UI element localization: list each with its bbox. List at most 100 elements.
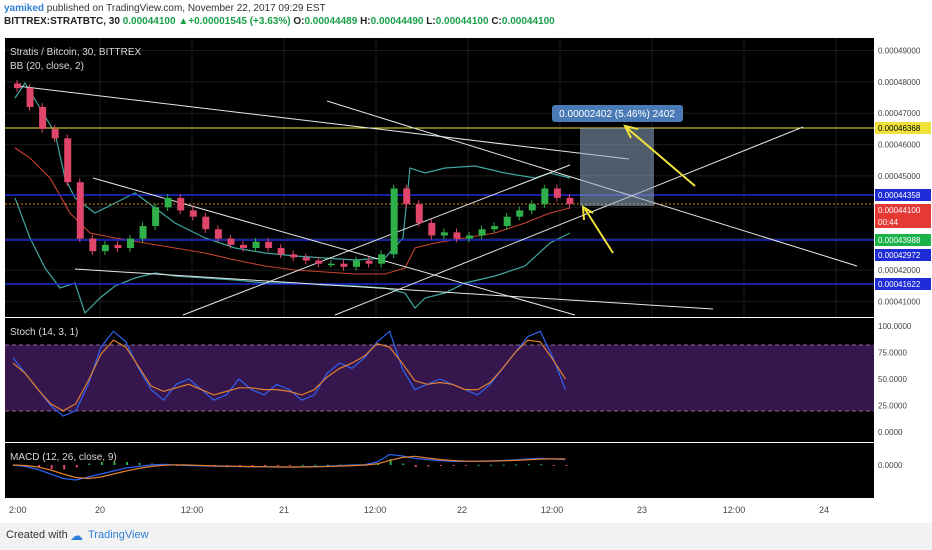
price-tick-label: 0.00042000 xyxy=(878,266,921,275)
price-level-tag-text: 00:44 xyxy=(878,218,899,227)
macd-histogram-bar xyxy=(276,465,279,466)
candle-body xyxy=(265,241,273,249)
price-level-tag xyxy=(875,278,931,290)
candle-body xyxy=(290,254,298,258)
candle-body xyxy=(353,260,360,267)
author-name[interactable]: yamiked xyxy=(4,3,45,14)
candle-body xyxy=(202,216,210,230)
candle-body xyxy=(152,207,160,227)
macd-chart[interactable] xyxy=(5,443,874,498)
ohlc-open-label: O: xyxy=(293,16,305,27)
price-chart[interactable]: 0.00002402 (5.46%) 2402 xyxy=(5,38,874,317)
candle-body xyxy=(516,210,524,217)
price-panel[interactable]: 0.00002402 (5.46%) 2402 Stratis / Bitcoi… xyxy=(5,38,874,317)
time-tick-label: 22 xyxy=(457,505,467,515)
candle-body xyxy=(302,257,310,261)
measure-label-bg xyxy=(552,105,683,122)
candle-body xyxy=(64,138,72,183)
time-tick-label: 20 xyxy=(95,505,105,515)
candle-body xyxy=(227,238,235,245)
candle-body xyxy=(14,83,21,89)
stoch-tick-label: 50.0000 xyxy=(878,375,907,384)
tradingview-cloud-icon: ☁ xyxy=(70,528,83,543)
macd-axis[interactable]: 0.0000 xyxy=(874,443,932,498)
candle-body xyxy=(528,204,536,211)
macd-histogram-bar xyxy=(100,462,103,465)
macd-panel[interactable]: MACD (12, 26, close, 9) xyxy=(5,443,874,498)
price-tick-label: 0.00047000 xyxy=(878,109,921,118)
stoch-panel[interactable]: Stoch (14, 3, 1) xyxy=(5,318,874,442)
candle-body xyxy=(566,197,574,205)
time-axis[interactable]: 2:00 20 12:00 21 12:00 22 12:00 23 12:00 24 xyxy=(5,498,874,520)
price-tick-label: 0.00045000 xyxy=(878,172,921,181)
time-tick-label: 24 xyxy=(819,505,829,515)
trendline-rising-2 xyxy=(334,126,804,316)
candle-body xyxy=(478,229,486,236)
candle-body xyxy=(553,188,561,198)
time-tick-label: 12:00 xyxy=(723,505,746,515)
arrow-up-right-head xyxy=(623,124,639,139)
candle-body xyxy=(164,197,172,208)
candle-body xyxy=(177,197,185,211)
macd-histogram-bar xyxy=(490,464,493,466)
tradingview-brand-link[interactable]: TradingView xyxy=(88,529,149,541)
price-level-tag xyxy=(875,204,931,216)
candle-body xyxy=(365,260,373,264)
publish-line: yamiked published on TradingView.com, No… xyxy=(4,3,326,14)
candle-body xyxy=(390,188,398,255)
macd-histogram-bar xyxy=(552,465,555,466)
macd-histogram-bar xyxy=(239,465,241,466)
macd-signal-line xyxy=(12,455,566,480)
stoch-tick-label: 0.0000 xyxy=(878,428,903,437)
macd-histogram-bar xyxy=(113,462,116,465)
candle-body xyxy=(89,238,97,252)
macd-histogram-bar xyxy=(289,465,292,466)
price-axis-svg: 0.00049000 0.00048000 0.00047000 0.00046000… xyxy=(875,47,931,306)
macd-histogram-bar xyxy=(251,465,254,466)
macd-histogram-bar xyxy=(226,465,229,466)
price-level-tag-text: 0.00043988 xyxy=(878,236,921,245)
arrow-up-left-head xyxy=(581,205,594,221)
macd-histogram-bar xyxy=(427,465,430,467)
macd-histogram-bar xyxy=(452,465,455,466)
candle-body xyxy=(76,182,84,239)
stoch-tick-label: 75.0000 xyxy=(878,349,907,358)
macd-histogram-bar xyxy=(540,464,543,466)
macd-histogram-bar xyxy=(151,463,154,465)
price-tick-label: 0.00046000 xyxy=(878,141,921,150)
macd-histogram-bar xyxy=(326,464,329,466)
candle-body xyxy=(378,254,386,264)
price-change: ▲+0.00001545 (+3.63%) xyxy=(178,16,291,27)
stoch-axis[interactable]: 100.0000 75.0000 50.0000 25.0000 0.0000 xyxy=(874,318,932,442)
macd-histogram-bar xyxy=(565,465,568,466)
price-axis[interactable]: 0.00049000 0.00048000 0.00047000 0.00046000… xyxy=(874,38,932,317)
candle-body xyxy=(453,232,461,239)
macd-histogram-bar xyxy=(477,464,480,466)
candles xyxy=(14,79,574,271)
macd-histogram-bar xyxy=(88,463,91,465)
macd-histogram-bar xyxy=(301,464,304,466)
arrow-up-right-line xyxy=(626,127,696,187)
price-level-tag-text: 0.00044358 xyxy=(878,191,921,200)
candle-body xyxy=(491,226,499,230)
bb-upper-band xyxy=(14,81,571,261)
macd-histogram-bar xyxy=(527,464,530,466)
time-axis-svg: 2:00 20 12:00 21 12:00 22 12:00 23 12:00 24 xyxy=(9,505,829,515)
candle-body xyxy=(214,229,222,239)
trendline-upper-desc xyxy=(16,85,630,160)
ohlc-low-value: 0.00044100 xyxy=(435,16,489,27)
price-level-tag xyxy=(875,249,931,261)
candle-body xyxy=(26,88,34,107)
symbol-name: BITTREX:STRATBTC, 30 xyxy=(4,16,120,27)
stoch-chart[interactable] xyxy=(5,318,874,442)
macd-histogram-bar xyxy=(264,465,267,466)
candle-body xyxy=(315,260,323,264)
macd-histogram-bar xyxy=(50,465,53,469)
candle-body xyxy=(440,232,448,236)
price-level-tag xyxy=(875,122,931,134)
candle-body xyxy=(428,222,436,236)
price-level-tag-text: 0.00041622 xyxy=(878,280,921,289)
macd-histogram-bar xyxy=(414,465,417,468)
candle-body xyxy=(503,216,511,227)
candle-body xyxy=(541,188,549,205)
